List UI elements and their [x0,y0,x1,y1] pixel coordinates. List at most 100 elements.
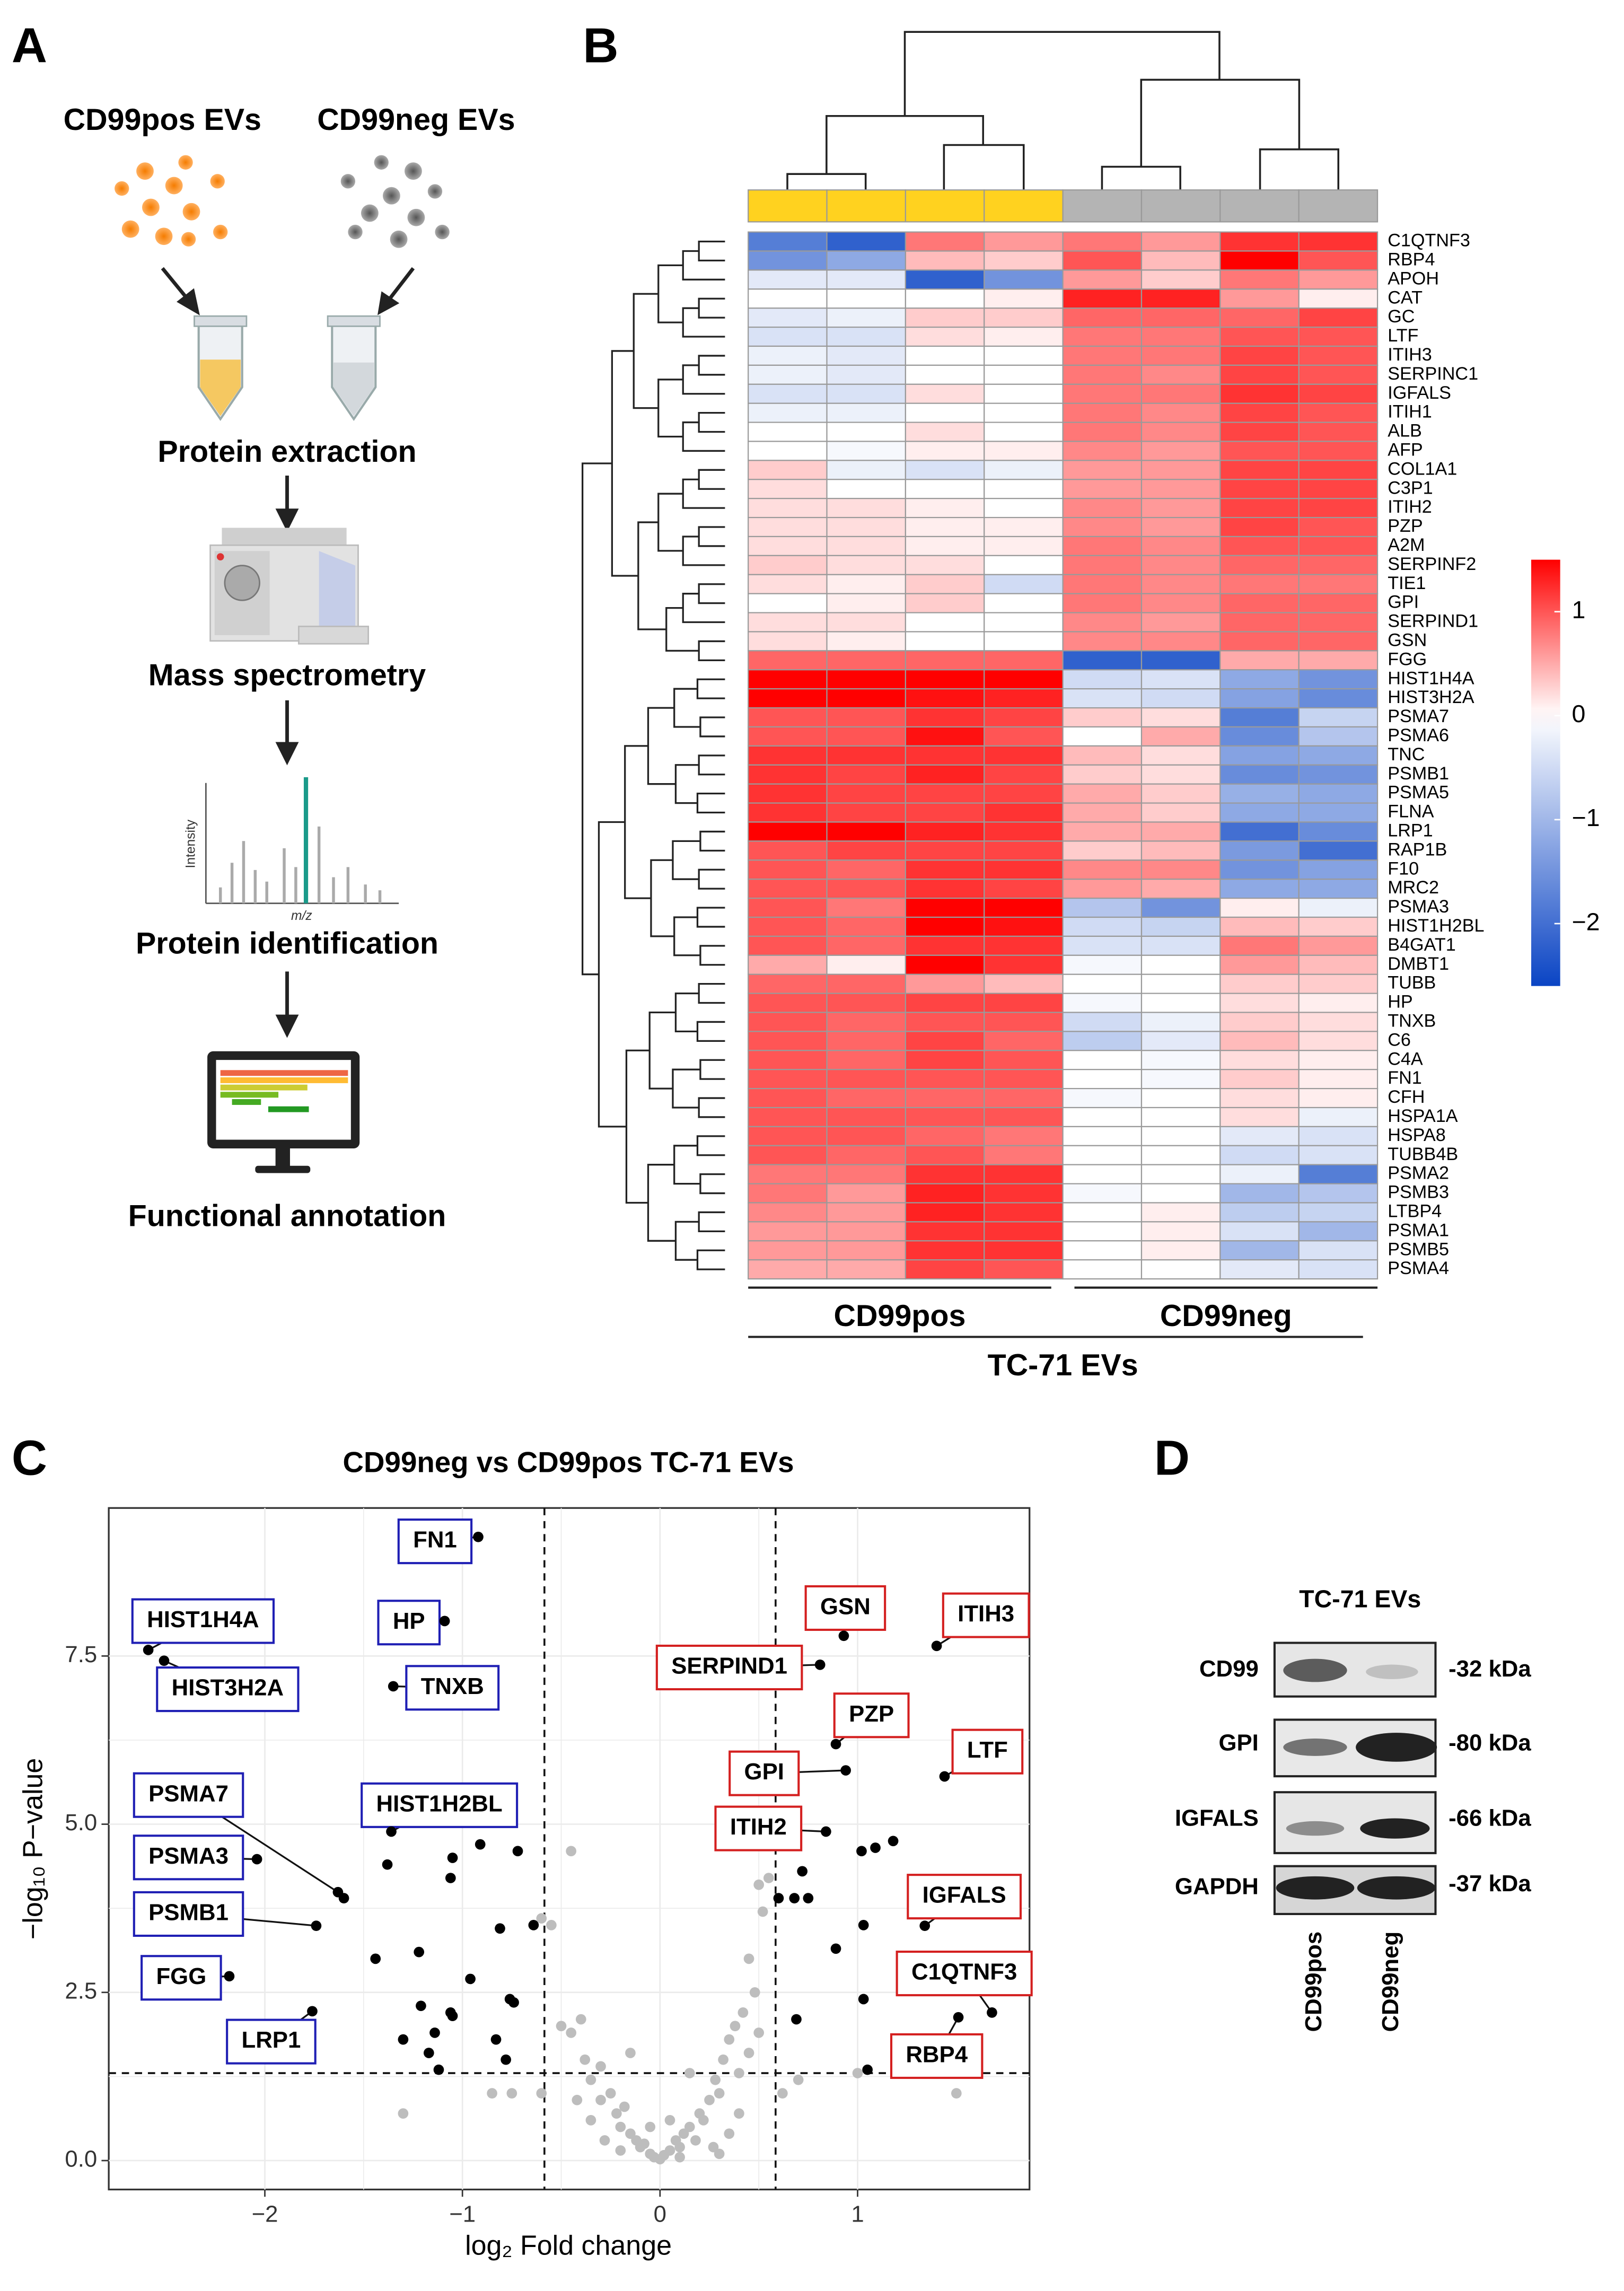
heatmap-cell [826,1088,906,1109]
y-tick-label: 0.0 [65,2146,97,2172]
heatmap-cell [826,631,906,652]
row-label: C1QTNF3 [1388,231,1470,251]
point [398,2034,409,2045]
heatmap-cell [905,269,985,290]
heatmap-cell [748,231,828,252]
row-label: B4GAT1 [1388,935,1456,955]
point [445,1873,456,1883]
heatmap-cell [905,745,985,766]
heatmap-cell [1062,308,1143,328]
blot-row-label: CD99 [1199,1656,1259,1682]
heatmap-cell [1298,802,1379,823]
monitor [207,1051,360,1173]
heatmap-cell [905,555,985,575]
heatmap-cell [984,288,1064,309]
heatmap-cell [748,441,828,461]
point [791,2014,802,2025]
heatmap-cell [1298,669,1379,690]
heatmap-cell [1298,250,1379,271]
heatmap-cell [905,631,985,652]
point [987,2007,997,2018]
row-label: TIE1 [1388,573,1426,593]
heatmap-cell [1219,1202,1300,1223]
row-label: IGFALS [1388,383,1451,403]
point [953,2012,964,2023]
point [718,2054,728,2065]
heatmap-cell [1062,231,1143,252]
heatmap-cell [1219,840,1300,861]
heatmap-cell [984,1126,1064,1146]
heatmap-cell [1140,631,1221,652]
heatmap-cell [984,479,1064,499]
heatmap-cell [984,802,1064,823]
heatmap-cell [1140,383,1221,404]
source-label: CD99neg EVs [317,103,515,137]
point [684,2121,695,2132]
heatmap-cell [1140,498,1221,519]
heatmap-cell [905,1145,985,1165]
point-label: HP [393,1608,425,1634]
annotation-cell [748,189,828,223]
row-label: CAT [1388,287,1423,308]
heatmap-cell [1298,973,1379,994]
heatmap-cell [1062,326,1143,347]
heatmap-cell [1298,1259,1379,1280]
dendrogram-branch [633,293,659,409]
heatmap-cell [984,954,1064,975]
heatmap-cell [1298,460,1379,480]
heatmap-cell [1298,593,1379,613]
point [572,2094,583,2105]
heatmap-cell [1298,479,1379,499]
dendrogram-branch [657,379,683,438]
label-box [728,1750,800,1796]
row-label: PSMA5 [1388,783,1449,803]
point [664,2145,675,2156]
heatmap-cell [1140,1164,1221,1184]
heatmap-cell [826,612,906,633]
heatmap-cell [1062,250,1143,271]
heatmap-cell [748,593,828,613]
dendrogram-branch [699,1173,725,1195]
heatmap-cell [748,555,828,575]
chart-title: CD99neg vs CD99pos TC-71 EVs [343,1446,794,1479]
heatmap-cell [1062,1107,1143,1127]
row-label: TNC [1388,744,1425,765]
heatmap-cell [1298,364,1379,385]
point [698,2115,709,2126]
heatmap-cell [1219,1050,1300,1070]
heatmap-cell [748,1221,828,1242]
row-label: LRP1 [1388,820,1433,840]
heatmap-cell [984,821,1064,842]
heatmap-cell [905,879,985,899]
heatmap-cell [1062,821,1143,842]
heatmap-cell [1062,897,1143,918]
point [495,1923,505,1934]
heatmap-cell [905,821,985,842]
point-label: PZP [849,1701,894,1727]
point [625,2048,636,2058]
panel-letter: C [12,1430,47,1485]
row-label: SERPINC1 [1388,364,1478,384]
point [414,1946,425,1958]
heatmap-cell [984,345,1064,366]
heatmap-cell [1219,308,1300,328]
axis-label: Intensity [184,819,198,868]
label-box [361,1782,519,1828]
point [734,2108,744,2119]
heatmap-cell [905,669,985,690]
heatmap-cell [1140,516,1221,538]
heatmap-cell [748,688,828,709]
point [475,1839,486,1850]
heatmap-cell [1298,1088,1379,1109]
point [724,2128,735,2139]
heatmap-cell [748,650,828,671]
orange-vesicles [115,155,228,247]
heatmap-cell [1140,1202,1221,1223]
point-label: ITIH2 [730,1814,787,1840]
heatmap-cell [1219,1183,1300,1204]
heatmap-cell [984,993,1064,1013]
point [416,2000,426,2012]
heatmap-cell [1219,555,1300,575]
heatmap-cell [1298,1126,1379,1146]
